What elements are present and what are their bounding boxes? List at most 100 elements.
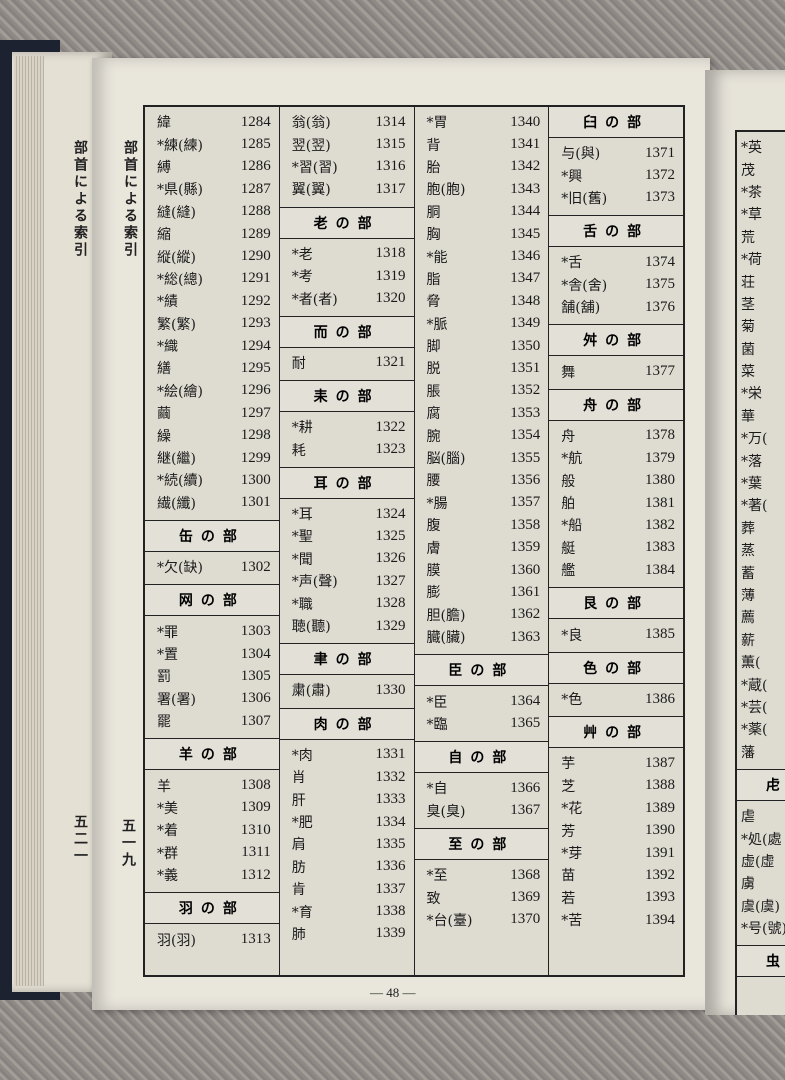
index-entry: 膚 1359 <box>415 536 549 558</box>
index-entry: 繁(繁) 1293 <box>145 313 279 335</box>
index-entry: *舎(舍) 1375 <box>549 274 683 296</box>
entry-number: 1360 <box>510 561 541 578</box>
entry-number: 1318 <box>375 245 406 262</box>
kanji: 翁(翁) <box>291 115 331 132</box>
radical-header: 耒の部 <box>279 380 414 413</box>
index-entry: 茂 <box>737 158 785 180</box>
radical-header: 羊の部 <box>145 738 279 771</box>
entry-number: 1375 <box>645 276 675 293</box>
entry-group: *至 1368 致 1369 *台(臺) 1370 <box>415 860 549 937</box>
kanji: *旧(舊) <box>561 190 608 207</box>
entry-number: 1312 <box>240 866 271 883</box>
kanji: 茎 <box>741 296 755 313</box>
kanji: 膚 <box>426 540 441 557</box>
kanji: 荘 <box>741 274 755 291</box>
index-entry: 脂 1347 <box>415 268 549 290</box>
entry-group: 緯 1284 *練(練) 1285 縛 1286 *県(縣) 1287 縫(縫) 1288 縮 128… <box>145 107 279 520</box>
kanji: *聖 <box>291 529 313 546</box>
index-entry: 臓(臟) 1363 <box>415 626 549 648</box>
entry-group: 舞 1377 <box>549 356 683 388</box>
index-entry: 翁(翁) 1314 <box>280 111 414 133</box>
entry-number: 1300 <box>240 471 271 488</box>
index-entry: *習(習) 1316 <box>280 156 414 178</box>
index-entry: *胃 1340 <box>415 111 549 133</box>
kanji: *胃 <box>426 115 448 132</box>
entry-number: 1291 <box>240 270 271 287</box>
entry-group: *英茂 *茶 *草荒 *荷荘茎菊菌菜 *栄華 *万(*落 *葉 *著(葬蒸蓄薄薦薪薫(*蔵(*… <box>737 132 785 769</box>
kanji: 繊(纖) <box>157 495 196 512</box>
entry-number: 1357 <box>510 494 541 511</box>
kanji: 菜 <box>741 364 755 381</box>
index-entry: 薪 <box>737 629 785 651</box>
kanji: 腹 <box>426 518 441 535</box>
kanji: 臭(臭) <box>426 803 466 820</box>
index-entry: 脱 1351 <box>415 357 549 379</box>
kanji: *荷 <box>741 252 762 269</box>
kanji: *薬( <box>741 722 768 739</box>
entry-number: 1388 <box>645 777 675 794</box>
entry-group: 与(與) 1371 *興 1372 *旧(舊) 1373 <box>549 138 683 215</box>
index-entry: *航 1379 <box>549 447 683 469</box>
index-entry: 肩 1335 <box>280 833 414 855</box>
index-entry: *聞 1326 <box>280 548 414 570</box>
index-entry: 荘 <box>737 270 785 292</box>
index-entry: 背 1341 <box>415 133 549 155</box>
index-entry: 腹 1358 <box>415 514 549 536</box>
entry-number: 1323 <box>375 441 406 458</box>
index-entry: 艦 1384 <box>549 559 683 581</box>
kanji: *肥 <box>291 815 313 831</box>
index-entry: 与(與) 1371 <box>549 142 683 164</box>
entry-group: 舟 1378 *航 1379 般 1380 舶 1381 *船 1382 艇 1383 艦 1384 <box>549 421 683 588</box>
radical-header: 自の部 <box>414 741 549 774</box>
entry-group: 芋 1387 芝 1388 *花 1389 芳 1390 *芽 1391 苗 1392 若 1393 *苦 1… <box>549 748 683 937</box>
entry-number: 1328 <box>375 595 406 612</box>
index-entry: *茶 <box>737 181 785 203</box>
kanji: 舞 <box>561 364 576 381</box>
page-edges <box>14 56 44 986</box>
index-entry: *絵(繪) 1296 <box>145 380 279 402</box>
kanji: *声(聲) <box>291 574 338 591</box>
kanji: 翼(翼) <box>291 182 331 199</box>
entry-number: 1330 <box>375 681 406 698</box>
index-entry: *県(縣) 1287 <box>145 178 279 200</box>
kanji: 継(繼) <box>157 451 196 468</box>
entry-number: 1368 <box>510 866 541 883</box>
radical-header: 聿の部 <box>279 643 414 676</box>
entry-number: 1374 <box>645 253 675 270</box>
index-entry: *蔵( <box>737 673 785 695</box>
index-entry: 粛(肅) 1330 <box>280 679 414 701</box>
kanji: 膜 <box>426 563 441 579</box>
index-entry: 継(繼) 1299 <box>145 447 279 469</box>
entry-number: 1348 <box>510 292 541 309</box>
index-entry: *肥 1334 <box>280 811 414 833</box>
entry-number: 1354 <box>510 427 541 444</box>
kanji: *興 <box>561 168 583 185</box>
entry-number: 1308 <box>240 777 271 794</box>
kanji: 粛(肅) <box>291 683 331 700</box>
entry-number: 1372 <box>645 167 675 184</box>
index-entry: 舗(舖) 1376 <box>549 296 683 318</box>
entry-group: 耐 1321 <box>280 348 414 380</box>
entry-number: 1324 <box>375 505 406 522</box>
entry-number: 1378 <box>645 427 675 444</box>
index-entry: *興 1372 <box>549 164 683 186</box>
radical-header: 艮の部 <box>549 587 683 620</box>
kanji: 虚(虛 <box>741 853 775 870</box>
kanji: 縛 <box>157 159 171 176</box>
index-entry: 薄 <box>737 584 785 606</box>
entry-number: 1365 <box>510 715 541 732</box>
index-entry: 舞 1377 <box>549 360 683 382</box>
entry-number: 1302 <box>240 558 271 575</box>
index-entry: *号(號) <box>737 917 785 939</box>
kanji: *落 <box>741 453 762 470</box>
index-entry: 腕 1354 <box>415 424 549 446</box>
entry-number: 1315 <box>375 136 406 153</box>
index-entry: *耕 1322 <box>280 416 414 438</box>
kanji: 虞(虞) <box>741 898 780 915</box>
index-entry: 肺 1339 <box>280 923 414 945</box>
entry-number: 1325 <box>375 527 406 544</box>
entry-number: 1362 <box>510 606 541 623</box>
radical-header: 臣の部 <box>414 654 549 687</box>
index-entry: 翌(翌) 1315 <box>280 133 414 155</box>
entry-group: 羽(羽) 1313 <box>145 924 279 956</box>
